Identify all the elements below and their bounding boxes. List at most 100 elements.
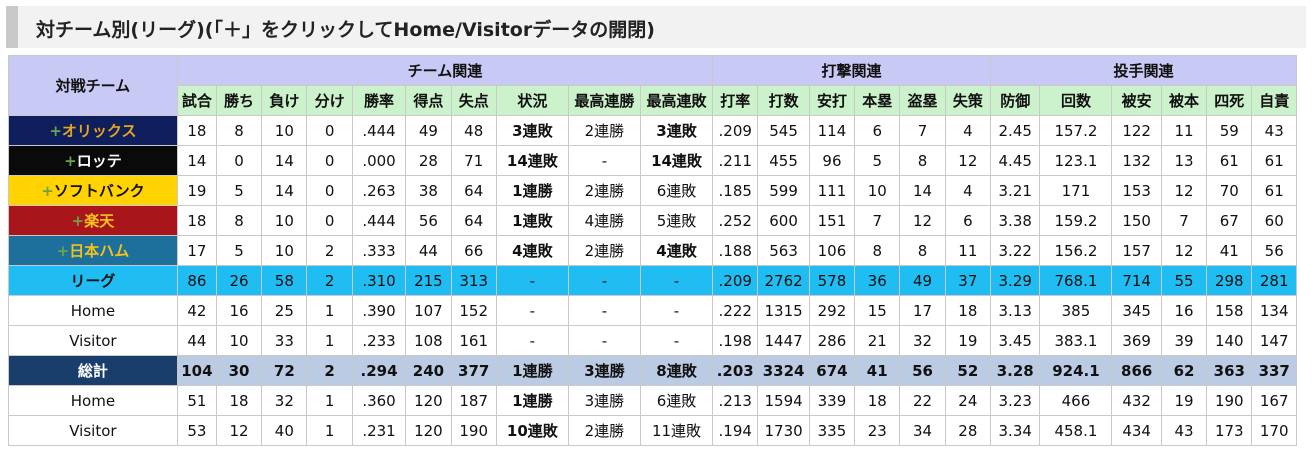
table-row: Visitor 53 12 40 1.231 120 190 10連敗 2連勝 11連敗 .194 1… <box>8 415 1297 446</box>
stat-cell: 122 <box>1111 115 1162 146</box>
stat-cell: 1730 <box>757 415 810 446</box>
team-name-cell[interactable]: +ソフトバンク <box>8 175 178 206</box>
team-name-cell: Visitor <box>8 325 178 356</box>
stat-cell: 159.2 <box>1039 205 1113 236</box>
stat-cell: 4連勝 <box>567 205 641 236</box>
team-name: オリックス <box>61 122 137 140</box>
stat-cell: 768.1 <box>1039 265 1113 296</box>
stat-cell: 458.1 <box>1039 415 1113 446</box>
stat-cell: 19 <box>944 325 992 356</box>
stat-cell: 158 <box>1206 295 1253 326</box>
section-title-bar: 対チーム別(リーグ)(「＋」をクリックしてHome/Visitorデータの開閉) <box>6 6 1306 48</box>
stat-cell: 30 <box>215 355 263 386</box>
stat-cell: - <box>495 325 569 356</box>
stat-cell: 67 <box>1206 205 1253 236</box>
stat-cell: 151 <box>808 205 856 236</box>
stat-cell: 170 <box>1251 415 1297 446</box>
column-header: 安打 <box>808 85 856 116</box>
stat-cell: 1315 <box>757 295 810 326</box>
stat-cell: .203 <box>712 355 759 386</box>
stat-cell: 1連勝 <box>495 355 569 386</box>
stat-cell: - <box>639 325 714 356</box>
stat-cell: 1594 <box>757 385 810 416</box>
team-name-cell[interactable]: +日本ハム <box>8 235 178 266</box>
stat-cell: 2連勝 <box>567 175 641 206</box>
stat-cell: 157 <box>1111 235 1162 266</box>
stat-cell: 215 <box>405 265 452 296</box>
stat-cell: 12 <box>215 415 263 446</box>
column-header: 最高連敗 <box>639 85 714 116</box>
section-title: 対チーム別(リーグ)(「＋」をクリックしてHome/Visitorデータの開閉) <box>36 19 655 41</box>
stat-cell: 56 <box>405 205 452 236</box>
team-name: 日本ハム <box>69 242 130 260</box>
stat-cell: 2.45 <box>990 115 1041 146</box>
column-header: 勝率 <box>351 85 407 116</box>
stat-cell: 3324 <box>757 355 810 386</box>
stat-cell: 14連敗 <box>495 145 569 176</box>
stat-cell: 24 <box>944 385 992 416</box>
stat-cell: 59 <box>1206 115 1253 146</box>
stat-cell: 12 <box>1160 235 1208 266</box>
stat-cell: 0 <box>306 115 353 146</box>
stat-cell: 12 <box>1160 175 1208 206</box>
stat-cell: 19 <box>1160 385 1208 416</box>
stat-cell: 369 <box>1111 325 1162 356</box>
stat-cell: 600 <box>757 205 810 236</box>
stat-cell: 43 <box>1160 415 1208 446</box>
stat-cell: 545 <box>757 115 810 146</box>
column-header: 最高連勝 <box>567 85 641 116</box>
stat-cell: 10 <box>261 115 308 146</box>
column-header: 自責 <box>1251 85 1297 116</box>
team-name-cell[interactable]: +楽天 <box>8 205 178 236</box>
stat-cell: 8 <box>215 115 263 146</box>
expand-toggle-icon[interactable]: + <box>71 212 85 230</box>
stat-cell: 2 <box>306 355 353 386</box>
team-name-cell: Home <box>8 295 178 326</box>
stat-cell: 96 <box>808 145 856 176</box>
table-row: Home 42 16 25 1.390 107 152- - - .222 1315 292 15 17 1… <box>8 295 1297 326</box>
stat-cell: 86 <box>176 265 217 296</box>
stat-cell: 12 <box>944 145 992 176</box>
stat-cell: 150 <box>1111 205 1162 236</box>
team-name-cell[interactable]: +オリックス <box>8 115 178 146</box>
stat-cell: 42 <box>176 295 217 326</box>
stat-cell: 1447 <box>757 325 810 356</box>
stat-cell: 32 <box>899 325 946 356</box>
stat-cell: 10 <box>215 325 263 356</box>
stat-cell: 1連敗 <box>495 205 569 236</box>
team-name-cell: Home <box>8 385 178 416</box>
stat-cell: 64 <box>450 205 497 236</box>
stat-cell: 156.2 <box>1039 235 1113 266</box>
expand-toggle-icon[interactable]: + <box>64 152 77 170</box>
column-header: 四死 <box>1206 85 1253 116</box>
stat-cell: 132 <box>1111 145 1162 176</box>
stat-cell: 147 <box>1251 325 1297 356</box>
stat-cell: 17 <box>176 235 217 266</box>
expand-toggle-icon[interactable]: + <box>56 242 70 260</box>
team-name-cell[interactable]: +ロッテ <box>8 145 178 176</box>
stat-cell: 52 <box>944 355 992 386</box>
stat-cell: 385 <box>1039 295 1113 326</box>
stat-cell: 8 <box>215 205 263 236</box>
stat-cell: 104 <box>176 355 217 386</box>
table-row: Visitor 44 10 33 1.233 108 161- - - .198 1447 286 21… <box>8 325 1297 356</box>
stat-cell: 41 <box>854 355 901 386</box>
expand-toggle-icon[interactable]: + <box>41 182 54 200</box>
stat-cell: 66 <box>450 235 497 266</box>
stat-cell: - <box>495 265 569 296</box>
stat-cell: 8 <box>854 235 901 266</box>
stat-cell: 18 <box>215 385 263 416</box>
stat-cell: 5 <box>215 235 263 266</box>
stat-cell: 3.45 <box>990 325 1041 356</box>
stat-cell: 10 <box>854 175 901 206</box>
stat-cell: 16 <box>1160 295 1208 326</box>
stat-cell: 2連勝 <box>567 115 641 146</box>
group-header-batting: 打撃関連 <box>712 55 992 86</box>
stat-cell: 466 <box>1039 385 1113 416</box>
expand-toggle-icon[interactable]: + <box>49 122 62 140</box>
stat-cell: 120 <box>405 415 452 446</box>
team-name-cell: Visitor <box>8 415 178 446</box>
stat-cell: .252 <box>712 205 759 236</box>
column-header: 本塁 <box>854 85 901 116</box>
stat-cell: .390 <box>351 295 407 326</box>
